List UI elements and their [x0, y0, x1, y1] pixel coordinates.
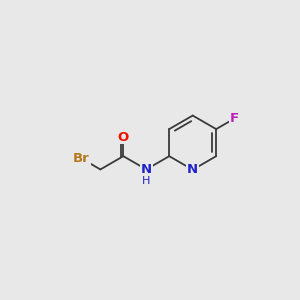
- Text: F: F: [230, 112, 239, 125]
- Text: H: H: [142, 176, 151, 186]
- Text: O: O: [118, 130, 129, 143]
- Text: N: N: [187, 163, 198, 176]
- Text: Br: Br: [73, 152, 90, 165]
- Text: N: N: [141, 163, 152, 176]
